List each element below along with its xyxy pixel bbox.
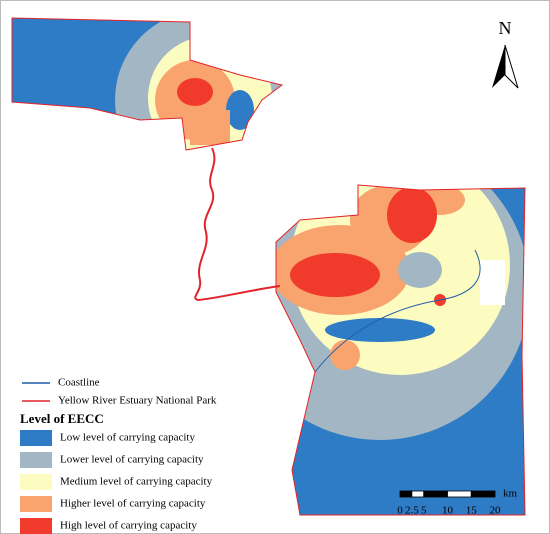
river [194, 147, 281, 302]
scale-segment [423, 490, 448, 498]
scale-label: 15 [466, 505, 478, 517]
legend-title: Level of EECC [20, 411, 104, 426]
zone [398, 252, 442, 288]
arrow-half [504, 44, 519, 89]
legend-label: High level of carrying capacity [60, 520, 197, 532]
legend-label: Low level of carrying capacity [60, 432, 195, 444]
enclave [480, 260, 505, 305]
legend-swatch [20, 430, 52, 446]
scale-unit: km [503, 488, 518, 500]
legend-label: Coastline [58, 377, 100, 389]
legend-swatch [20, 518, 52, 534]
zone [387, 187, 437, 243]
zone [330, 340, 360, 370]
scale-label: 0 [397, 505, 403, 517]
scale-segment [399, 490, 413, 498]
scale-label: 20 [490, 505, 502, 517]
north-label: N [499, 18, 512, 38]
legend-label: Yellow River Estuary National Park [58, 395, 217, 407]
scale-segment [447, 490, 472, 498]
zone [325, 318, 435, 342]
zone [177, 78, 213, 106]
arrow-half [492, 45, 505, 88]
scale-label: 2.5 [405, 505, 419, 517]
legend: Low level of carrying capacity Lower leve… [20, 430, 213, 534]
legend-label: Higher level of carrying capacity [60, 498, 206, 510]
legend-swatch [20, 474, 52, 490]
legend-label: Lower level of carrying capacity [60, 454, 204, 466]
north-arrow: N [492, 18, 519, 89]
zone [190, 110, 230, 145]
scale-label: 5 [421, 505, 427, 517]
park-boundary [275, 184, 526, 516]
legend-swatch [20, 496, 52, 512]
scale-segment [411, 490, 425, 498]
scale-segment [470, 490, 496, 498]
scale-label: 10 [442, 505, 454, 517]
legend-swatch [20, 452, 52, 468]
coastline [314, 249, 481, 373]
zone [226, 90, 254, 130]
park-boundary [11, 17, 284, 151]
zone [290, 253, 380, 297]
legend-label: Medium level of carrying capacity [60, 476, 213, 488]
